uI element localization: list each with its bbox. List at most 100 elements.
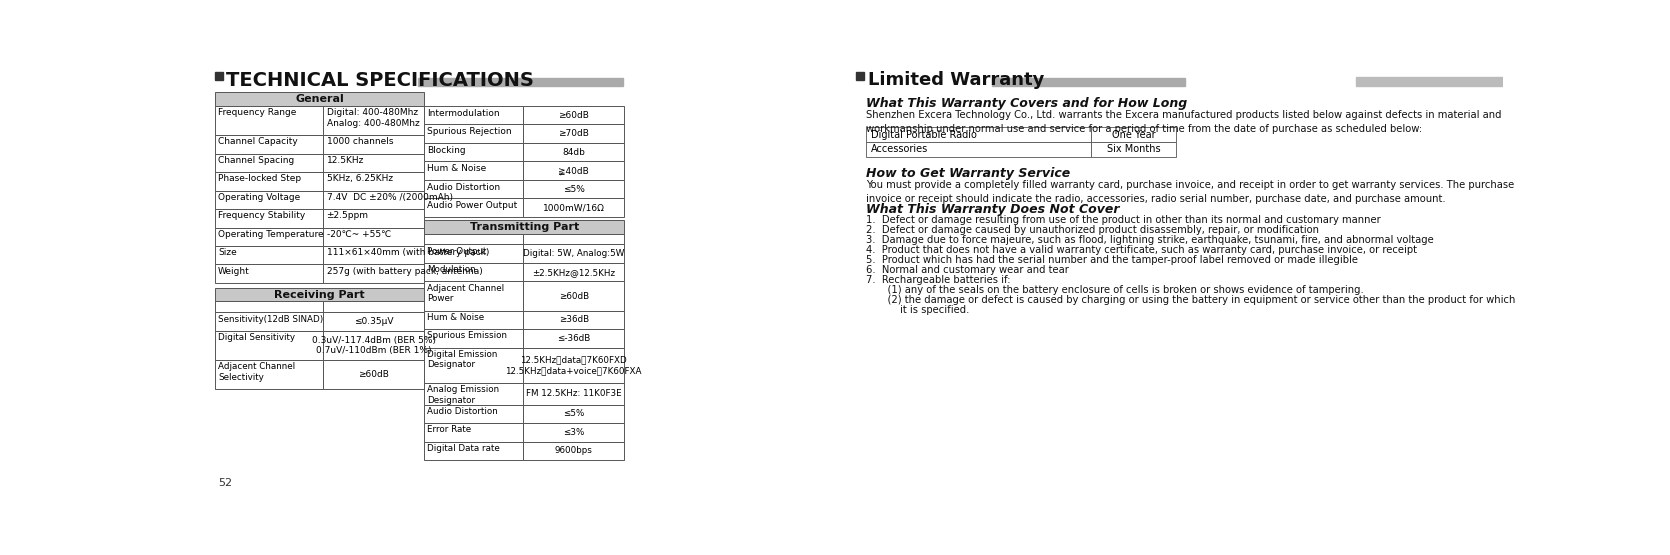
Bar [424, 244, 523, 263]
Bar [324, 209, 424, 228]
Text: (1) any of the seals on the battery enclosure of cells is broken or shows eviden: (1) any of the seals on the battery encl… [875, 285, 1364, 295]
Text: 7.4V  DC ±20% /(2000mAh): 7.4V DC ±20% /(2000mAh) [327, 193, 453, 202]
Text: Spurious Emission: Spurious Emission [428, 331, 508, 340]
Text: Six Months: Six Months [1107, 144, 1161, 154]
Bar [523, 329, 625, 347]
Text: 257g (with battery pack, antenna): 257g (with battery pack, antenna) [327, 267, 483, 276]
Text: Analog Emission
Designator: Analog Emission Designator [428, 385, 499, 405]
Text: General: General [296, 94, 344, 104]
Bar [215, 265, 324, 283]
Bar [424, 180, 523, 198]
Bar [992, 78, 1186, 86]
Bar [523, 106, 625, 124]
Text: ±2.5KHz@12.5KHz: ±2.5KHz@12.5KHz [533, 268, 615, 277]
Text: Receiving Part: Receiving Part [274, 290, 364, 300]
Text: Hum & Noise: Hum & Noise [428, 313, 484, 322]
Bar [523, 234, 625, 244]
Bar [1091, 142, 1176, 157]
Bar [324, 360, 424, 389]
Bar [1091, 128, 1176, 142]
Bar [424, 281, 523, 311]
Bar [424, 220, 625, 234]
Text: Channel Spacing: Channel Spacing [219, 156, 294, 165]
Text: 6.  Normal and customary wear and tear: 6. Normal and customary wear and tear [867, 265, 1069, 275]
Text: ≥60dB: ≥60dB [558, 110, 590, 120]
Bar [424, 423, 523, 442]
Bar [424, 106, 523, 124]
Bar [324, 172, 424, 190]
Bar [855, 72, 863, 80]
Text: Adjacent Channel
Selectivity: Adjacent Channel Selectivity [219, 362, 296, 382]
Bar [424, 162, 523, 180]
Bar [523, 405, 625, 423]
Text: (2) the damage or defect is caused by charging or using the battery in equipment: (2) the damage or defect is caused by ch… [875, 295, 1516, 305]
Bar [215, 135, 324, 154]
Text: Modulation: Modulation [428, 265, 476, 274]
Text: What This Warranty Does Not Cover: What This Warranty Does Not Cover [867, 203, 1119, 216]
Bar [215, 106, 324, 135]
Text: Hum & Noise: Hum & Noise [428, 164, 486, 173]
Text: ≤5%: ≤5% [563, 410, 584, 418]
Text: Audio Distortion: Audio Distortion [428, 183, 501, 192]
Text: ≤5%: ≤5% [563, 184, 584, 194]
Bar [215, 246, 324, 265]
Text: You must provide a completely filled warranty card, purchase invoice, and receip: You must provide a completely filled war… [867, 180, 1515, 204]
Text: Frequency Stability: Frequency Stability [219, 211, 306, 220]
Text: Digital Emission
Designator: Digital Emission Designator [428, 350, 498, 370]
Bar [324, 312, 424, 331]
Text: Audio Power Output: Audio Power Output [428, 201, 518, 210]
Bar [324, 135, 424, 154]
Bar [418, 78, 623, 86]
Text: ≥60dB: ≥60dB [559, 291, 590, 301]
Text: Audio Distortion: Audio Distortion [428, 407, 498, 416]
Bar [523, 281, 625, 311]
Text: Adjacent Channel
Power: Adjacent Channel Power [428, 284, 504, 303]
Text: Blocking: Blocking [428, 146, 466, 155]
Bar [324, 228, 424, 246]
Bar [867, 142, 1091, 157]
Bar [523, 124, 625, 143]
Bar [523, 383, 625, 405]
Text: Size: Size [219, 248, 237, 258]
Bar [215, 209, 324, 228]
Bar [523, 198, 625, 217]
Text: 12.5KHz: 12.5KHz [327, 156, 364, 165]
Bar [424, 442, 523, 460]
Text: 2.  Defect or damage caused by unauthorized product disassembly, repair, or modi: 2. Defect or damage caused by unauthoriz… [867, 225, 1319, 235]
Bar [424, 329, 523, 347]
Text: Intermodulation: Intermodulation [428, 109, 499, 118]
Bar [324, 301, 424, 312]
Bar [523, 244, 625, 263]
Bar [215, 72, 222, 80]
Text: ≤3%: ≤3% [563, 428, 584, 437]
Text: 0.3uV/-117.4dBm (BER 5%)
0.7uV/-110dBm (BER 1%): 0.3uV/-117.4dBm (BER 5%) 0.7uV/-110dBm (… [312, 336, 436, 355]
Text: Transmitting Part: Transmitting Part [469, 222, 579, 232]
Text: ≥36dB: ≥36dB [559, 315, 590, 325]
Text: -20℃~ +55℃: -20℃~ +55℃ [327, 230, 391, 239]
Text: ≤0.35μV: ≤0.35μV [354, 317, 394, 326]
Bar [867, 128, 1091, 142]
Bar [424, 143, 523, 162]
Bar [324, 190, 424, 209]
Bar [215, 312, 324, 331]
Text: 1000 channels: 1000 channels [327, 138, 392, 147]
Text: 5.  Product which has had the serial number and the tamper-proof label removed o: 5. Product which has had the serial numb… [867, 255, 1358, 265]
Bar [215, 331, 324, 360]
Text: 4.  Product that does not have a valid warranty certificate, such as warranty ca: 4. Product that does not have a valid wa… [867, 245, 1416, 255]
Text: ≥70dB: ≥70dB [558, 129, 590, 138]
Text: Frequency Range: Frequency Range [219, 108, 297, 117]
Text: Digital Portable Radio: Digital Portable Radio [870, 130, 977, 140]
Bar [523, 442, 625, 460]
Bar [523, 347, 625, 383]
Text: ≤-36dB: ≤-36dB [558, 334, 591, 343]
Text: 7.  Rechargeable batteries if:: 7. Rechargeable batteries if: [867, 275, 1010, 285]
Text: ≩40dB: ≩40dB [558, 166, 590, 175]
Bar [424, 383, 523, 405]
Text: 111×61×40mm (with battery pack): 111×61×40mm (with battery pack) [327, 248, 489, 258]
Text: 3.  Damage due to force majeure, such as flood, lightning strike, earthquake, ts: 3. Damage due to force majeure, such as … [867, 235, 1435, 245]
Text: How to Get Warranty Service: How to Get Warranty Service [867, 168, 1070, 180]
Text: 9600bps: 9600bps [554, 446, 593, 455]
Bar [523, 423, 625, 442]
Bar [324, 265, 424, 283]
Text: Shenzhen Excera Technology Co., Ltd. warrants the Excera manufactured products l: Shenzhen Excera Technology Co., Ltd. war… [867, 110, 1501, 134]
